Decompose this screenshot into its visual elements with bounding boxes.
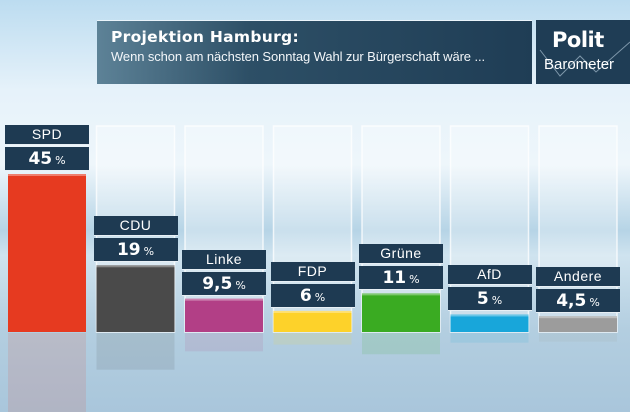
bar-linke bbox=[185, 298, 263, 332]
bar-highlight-linke bbox=[185, 298, 263, 301]
value-label-afd: 5% bbox=[447, 287, 532, 312]
value-label-cdu: 19% bbox=[93, 238, 178, 263]
bar-highlight-cdu bbox=[96, 265, 175, 268]
bar-cdu bbox=[96, 265, 175, 332]
logo-checkmark-icon bbox=[539, 41, 630, 77]
value-label-spd: 45% bbox=[5, 147, 89, 171]
percent-sign: % bbox=[409, 273, 420, 287]
chart-header: Projektion Hamburg: Wenn schon am nächst… bbox=[97, 20, 532, 84]
value-number: 19 bbox=[116, 240, 141, 261]
bar-grüne bbox=[362, 293, 440, 332]
bar-andere bbox=[539, 316, 617, 332]
percent-sign: % bbox=[235, 278, 246, 292]
value-number: 9,5 bbox=[202, 273, 233, 294]
category-label-grüne: Grüne bbox=[359, 244, 443, 265]
bar-reflection-fdp bbox=[273, 333, 352, 345]
bar-highlight-spd bbox=[8, 174, 86, 176]
bar-spd bbox=[8, 174, 86, 332]
value-label-fdp: 6% bbox=[270, 283, 355, 308]
percent-sign: % bbox=[143, 245, 155, 259]
value-number: 5 bbox=[476, 289, 489, 310]
bar-highlight-grüne bbox=[362, 293, 440, 296]
value-label-linke: 9,5% bbox=[182, 271, 266, 296]
value-number: 11 bbox=[382, 268, 407, 289]
percent-sign: % bbox=[589, 296, 600, 310]
value-number: 6 bbox=[299, 285, 312, 306]
chart-subtitle: Wenn schon am nächsten Sonntag Wahl zur … bbox=[111, 49, 485, 64]
value-number: 45 bbox=[28, 149, 53, 169]
bar-highlight-afd bbox=[450, 314, 529, 317]
category-label-cdu: CDU bbox=[93, 216, 178, 237]
value-label-andere: 4,5% bbox=[536, 289, 620, 314]
percent-sign: % bbox=[491, 294, 503, 308]
value-number: 4,5 bbox=[556, 291, 587, 312]
bar-afd bbox=[450, 314, 529, 332]
bar-reflection-grüne bbox=[362, 333, 440, 355]
bar-highlight-andere bbox=[539, 316, 617, 319]
category-label-andere: Andere bbox=[536, 267, 620, 288]
logo-text-barometer: Barometer bbox=[544, 56, 615, 73]
chart-title: Projektion Hamburg: bbox=[111, 28, 299, 46]
value-label-grüne: 11% bbox=[359, 266, 443, 291]
bar-frame-linke bbox=[184, 125, 264, 333]
bar-highlight-fdp bbox=[273, 310, 352, 313]
bar-reflection-afd bbox=[450, 333, 529, 343]
percent-sign: % bbox=[55, 154, 66, 167]
category-label-afd: AfD bbox=[447, 265, 532, 286]
politbarometer-logo: Polit Barometer bbox=[536, 20, 630, 84]
logo-text-polit: Polit bbox=[552, 28, 604, 52]
bar-reflection-spd bbox=[8, 333, 86, 412]
bar-fdp bbox=[273, 310, 352, 332]
bar-reflection-linke bbox=[185, 333, 263, 352]
bar-reflection-cdu bbox=[96, 333, 175, 370]
category-label-spd: SPD bbox=[5, 125, 89, 145]
percent-sign: % bbox=[314, 290, 326, 304]
category-label-fdp: FDP bbox=[270, 261, 355, 282]
category-label-linke: Linke bbox=[182, 249, 266, 270]
bar-reflection-andere bbox=[539, 333, 617, 342]
